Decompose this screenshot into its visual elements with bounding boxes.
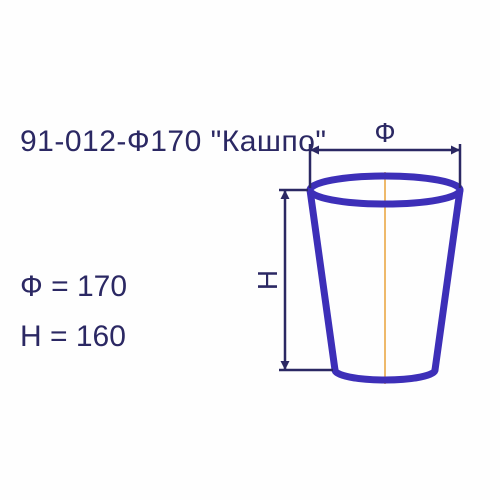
- technical-diagram: НФ: [250, 100, 500, 435]
- phi-dimension-label: Ф = 170: [20, 270, 127, 304]
- h-dimension-label: Н = 160: [20, 320, 126, 354]
- svg-text:Ф: Ф: [374, 117, 395, 148]
- svg-text:Н: Н: [252, 270, 283, 290]
